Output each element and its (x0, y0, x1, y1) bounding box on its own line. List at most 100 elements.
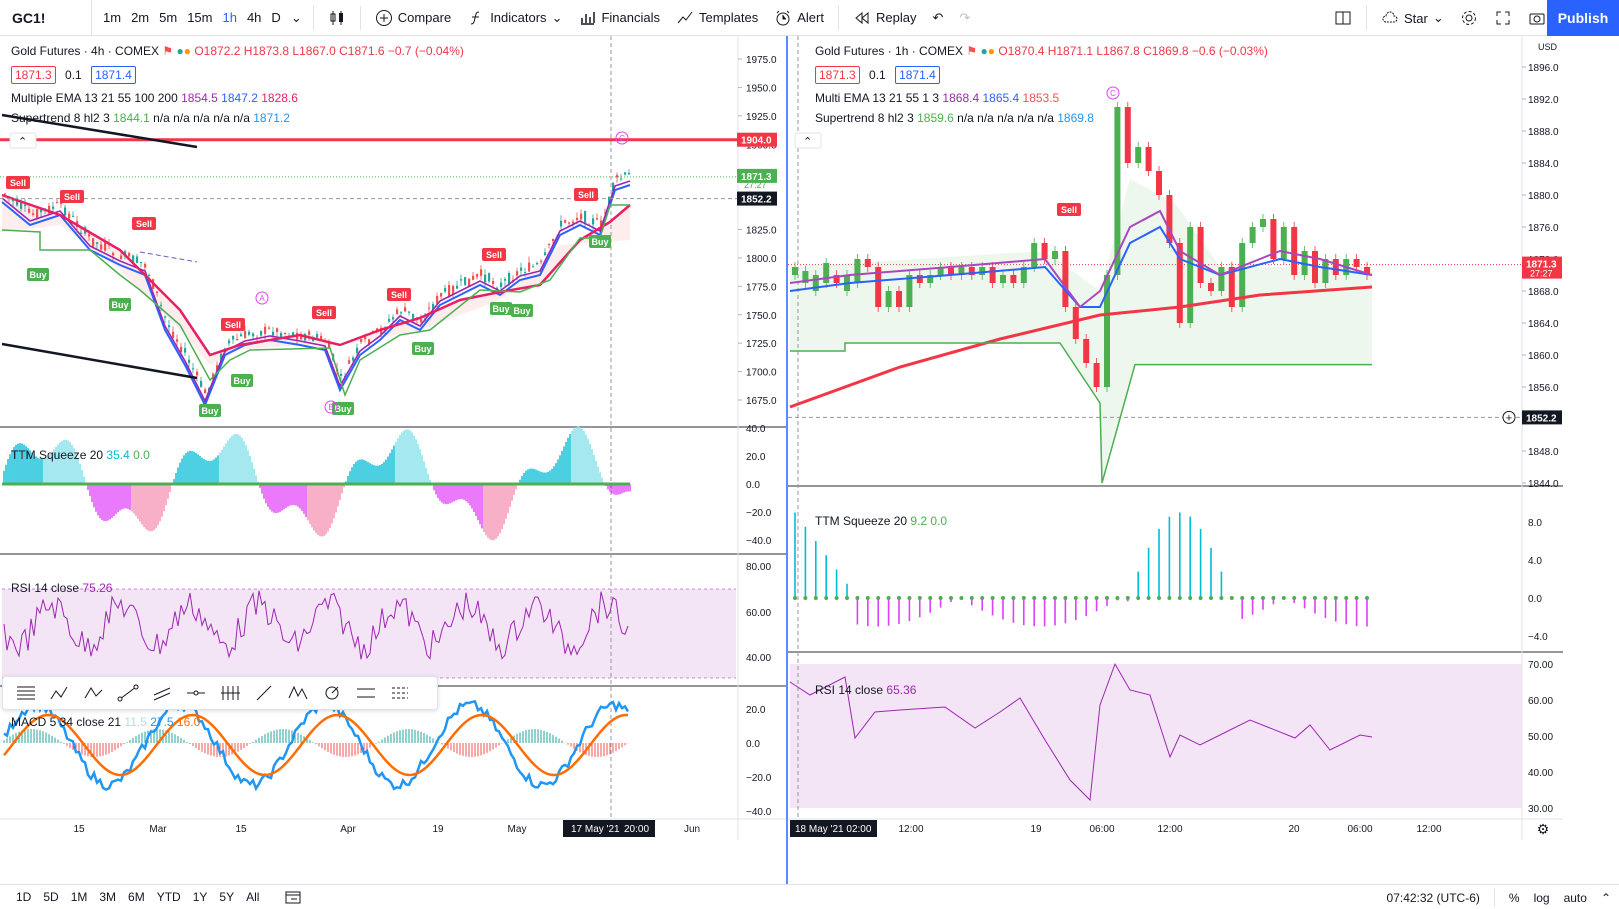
ttm-axis-label: −40.0 (746, 536, 772, 547)
right-ttm-legend[interactable]: TTM Squeeze 20 9.2 0.0 (815, 513, 947, 529)
abc-pattern-tool[interactable] (79, 679, 109, 707)
bar-chart-icon (581, 11, 596, 25)
candle (1197, 227, 1204, 283)
range-1d[interactable]: 1D (16, 889, 32, 904)
interval-dropdown-icon[interactable]: ⌄ (290, 9, 302, 25)
right-chart-pane[interactable]: USD 1896.0 1892.0 1888.0 1884.0 1880.0 1876.0 1… (786, 36, 1563, 884)
candle (592, 218, 595, 225)
percent-toggle[interactable]: % (1508, 890, 1520, 905)
horizontal-ray-tool[interactable] (181, 679, 211, 707)
ttm-squeeze-dot (949, 596, 953, 600)
range-ytd[interactable]: YTD (156, 889, 181, 904)
compare-button[interactable]: Compare (367, 0, 459, 36)
financials-label: Financials (601, 10, 660, 25)
clock[interactable]: 07:42:32 (UTC-6) (1386, 890, 1480, 905)
candle (192, 368, 195, 370)
alarm-clock-icon (776, 10, 790, 25)
candle (1249, 227, 1256, 243)
indicators-button[interactable]: Indicators ⌄ (459, 0, 570, 36)
range-5y[interactable]: 5Y (219, 889, 235, 904)
redo-button[interactable]: ↷ (951, 0, 978, 36)
expand-icon[interactable]: ⌃ (1600, 890, 1611, 905)
fullscreen-button[interactable] (1486, 0, 1520, 36)
left-ema-legend[interactable]: Multiple EMA 13 21 55 100 200 1854.5 184… (11, 90, 298, 106)
right-ask-button[interactable]: 1871.4 (895, 66, 940, 84)
range-1m[interactable]: 1M (70, 889, 88, 904)
right-rsi-legend[interactable]: RSI 14 close 65.36 (815, 682, 916, 698)
buy-signal (199, 404, 221, 417)
trend-line-upper[interactable] (1, 113, 198, 149)
range-6m[interactable]: 6M (128, 889, 145, 904)
left-ttm-legend[interactable]: TTM Squeeze 20 35.4 0.0 (11, 447, 150, 463)
ttm-squeeze-dot (1094, 596, 1099, 600)
snapshot-button[interactable] (1520, 0, 1554, 36)
fib-retracement-tool[interactable] (11, 679, 41, 707)
parallel-lines-tool[interactable] (351, 679, 381, 707)
undo-button[interactable]: ↶ (924, 0, 951, 36)
range-1y[interactable]: 1Y (192, 889, 208, 904)
right-bid-button[interactable]: 1871.3 (815, 66, 860, 84)
channel-tool[interactable] (147, 679, 177, 707)
range-5d[interactable]: 5D (43, 889, 59, 904)
interval-5m[interactable]: 5m (159, 9, 178, 25)
elliott-wave-tool[interactable] (45, 679, 75, 707)
auto-toggle[interactable]: auto (1563, 890, 1587, 905)
left-title[interactable]: Gold Futures · 4h · COMEX (11, 44, 160, 58)
right-title[interactable]: Gold Futures · 1h · COMEX (815, 44, 964, 58)
collapse-button[interactable] (794, 132, 822, 149)
star-button[interactable]: Star ⌄ (1373, 0, 1452, 36)
trend-line-tool[interactable] (113, 679, 143, 707)
pitchfork-tool[interactable] (215, 679, 245, 707)
interval-2m[interactable]: 2m (131, 9, 150, 25)
range-all[interactable]: All (246, 889, 260, 904)
right-ohlc: O1870.4 H1871.1 L1867.8 C1869.8 −0.6 (−0… (998, 44, 1268, 58)
right-supertrend-legend[interactable]: Supertrend 8 hl2 3 1859.6 n/a n/a n/a n/… (815, 110, 1094, 126)
interval-1h[interactable]: 1h (222, 9, 237, 25)
publish-button[interactable]: Publish (1547, 0, 1619, 36)
chart-type-button[interactable] (320, 0, 354, 36)
trend-line-lower[interactable] (1, 342, 198, 380)
interval-d[interactable]: D (271, 9, 281, 25)
interval-15m[interactable]: 15m (187, 9, 213, 25)
left-ask-button[interactable]: 1871.4 (91, 66, 136, 84)
financials-button[interactable]: Financials (570, 0, 668, 36)
chart-area[interactable]: 1975.01950.01925.01900.01875.01850.01825… (0, 36, 1619, 884)
log-toggle[interactable]: log (1533, 890, 1550, 905)
left-chart-pane[interactable]: 1975.01950.01925.01900.01875.01850.01825… (0, 36, 786, 840)
right-ema-legend[interactable]: Multi EMA 13 21 55 1 3 1868.4 1865.4 185… (815, 90, 1059, 106)
fib-levels-tool[interactable] (385, 679, 415, 707)
candle (440, 293, 443, 297)
sell-signal (221, 318, 245, 331)
interval-1m[interactable]: 1m (103, 9, 122, 25)
wave-marker (255, 291, 269, 305)
candle (452, 285, 455, 295)
candle (316, 334, 319, 338)
candle (348, 360, 351, 364)
settings-button[interactable] (1452, 0, 1486, 36)
left-rsi-legend[interactable]: RSI 14 close 75.26 (11, 580, 112, 596)
symbol-search[interactable]: GC1! (0, 0, 92, 36)
candle (1041, 243, 1048, 259)
ttm-squeeze-dot (1157, 596, 1161, 600)
left-macd-legend[interactable]: MACD 5 34 close 21 11.5 27.5 16.0 (11, 714, 200, 730)
range-3m[interactable]: 3M (99, 889, 117, 904)
candle (272, 331, 275, 336)
candle (906, 275, 913, 307)
alert-button[interactable]: Alert (766, 0, 832, 36)
interval-4h[interactable]: 4h (246, 9, 262, 25)
add-alert-icon[interactable] (1502, 410, 1516, 424)
time-axis-label: 19 (1030, 824, 1042, 835)
templates-button[interactable]: Templates (668, 0, 766, 36)
left-bid-button[interactable]: 1871.3 (11, 66, 56, 84)
candle (408, 311, 411, 313)
ray-tool[interactable] (249, 679, 279, 707)
goto-date-button[interactable] (265, 890, 307, 905)
replay-button[interactable]: Replay (845, 0, 924, 36)
left-supertrend-legend[interactable]: Supertrend 8 hl2 3 1844.1 n/a n/a n/a n/… (11, 110, 290, 126)
collapse-button[interactable] (9, 132, 37, 149)
layout-button[interactable] (1326, 0, 1360, 36)
trend-line-dashed (139, 251, 198, 263)
circle-tool[interactable] (317, 679, 347, 707)
candle (548, 243, 551, 245)
xabcd-pattern-tool[interactable] (283, 679, 313, 707)
